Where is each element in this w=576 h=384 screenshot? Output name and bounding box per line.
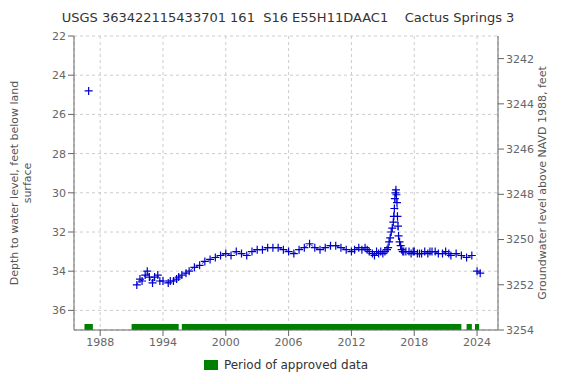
svg-text:3254: 3254: [506, 324, 534, 337]
svg-text:2012: 2012: [337, 336, 365, 349]
svg-text:2024: 2024: [463, 336, 491, 349]
svg-text:24: 24: [52, 69, 66, 82]
svg-text:34: 34: [52, 265, 66, 278]
svg-text:Depth to water level, feet bel: Depth to water level, feet below landsur…: [8, 81, 34, 286]
html-text:USGS 363422115433701 161 S16 E: USGS 363422115433701 161 S16 E55H11DAAC1…: [61, 10, 515, 25]
svg-text:36: 36: [52, 304, 66, 317]
svg-text:3242: 3242: [506, 53, 534, 66]
svg-text:30: 30: [52, 187, 66, 200]
svg-text:26: 26: [52, 108, 66, 121]
svg-text:3252: 3252: [506, 279, 534, 292]
svg-text:2000: 2000: [212, 336, 240, 349]
svg-text:3250: 3250: [506, 233, 534, 246]
svg-text:32: 32: [52, 226, 66, 239]
svg-text:Groundwater level above NAVD 1: Groundwater level above NAVD 1988, feet: [536, 66, 549, 300]
svg-text:22: 22: [52, 30, 66, 43]
svg-text:3248: 3248: [506, 188, 534, 201]
svg-text:3246: 3246: [506, 143, 534, 156]
svg-text:28: 28: [52, 148, 66, 161]
svg-text:2006: 2006: [275, 336, 303, 349]
svg-text:1988: 1988: [86, 336, 114, 349]
svg-text:2018: 2018: [400, 336, 428, 349]
svg-text:3244: 3244: [506, 98, 534, 111]
html-text:Period of approved data: Period of approved data: [223, 358, 369, 372]
svg-text:1994: 1994: [149, 336, 177, 349]
